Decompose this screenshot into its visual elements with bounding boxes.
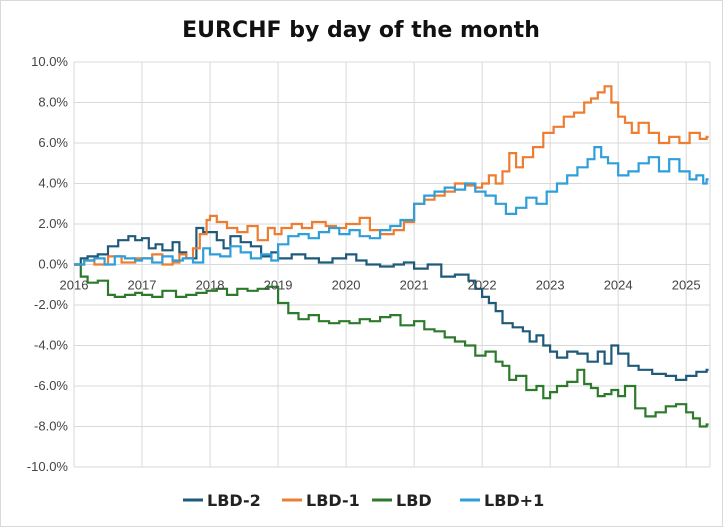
y-tick-label: 2.0%: [38, 216, 68, 231]
x-tick-label: 2019: [264, 278, 293, 293]
y-tick-label: 10.0%: [31, 54, 68, 69]
x-tick-label: 2024: [604, 278, 633, 293]
x-axis-tick-labels: 2016 2017 2018 2019 2020 2021 2022 2023 2024 2025: [60, 278, 701, 293]
y-tick-label: -4.0%: [34, 338, 68, 353]
gridlines: [73, 61, 711, 468]
x-tick-label: 2018: [196, 278, 225, 293]
series-line-LBD-2: [74, 226, 709, 381]
legend-label: LBD-2: [207, 491, 261, 510]
y-axis-tick-labels: 10.0% 8.0% 6.0% 4.0% 2.0% 0.0% -2.0% -4.0% -6.0%…: [27, 54, 69, 474]
y-tick-label: 8.0%: [38, 95, 68, 110]
y-tick-label: 0.0%: [38, 257, 68, 272]
legend-label: LBD+1: [484, 491, 544, 510]
x-tick-label: 2016: [60, 278, 89, 293]
x-tick-label: 2020: [332, 278, 361, 293]
series-line-LBD+1: [74, 146, 709, 266]
legend-label: LBD-1: [306, 491, 360, 510]
legend: LBD-2 LBD-1 LBD LBD+1: [183, 491, 544, 510]
legend-label: LBD: [396, 491, 432, 510]
series-line-LBD: [74, 263, 709, 428]
x-tick-label: 2025: [672, 278, 701, 293]
y-tick-label: -8.0%: [34, 419, 68, 434]
y-tick-label: 6.0%: [38, 135, 68, 150]
y-tick-label: -10.0%: [27, 459, 69, 474]
x-tick-label: 2022: [468, 278, 497, 293]
x-tick-label: 2021: [400, 278, 429, 293]
y-tick-label: -6.0%: [34, 378, 68, 393]
y-tick-label: -2.0%: [34, 297, 68, 312]
chart-title: EURCHF by day of the month: [182, 18, 540, 43]
series-lines: [74, 85, 709, 428]
x-tick-label: 2023: [536, 278, 565, 293]
x-tick-label: 2017: [128, 278, 157, 293]
y-tick-label: 4.0%: [38, 176, 68, 191]
series-line-LBD-1: [74, 85, 709, 266]
